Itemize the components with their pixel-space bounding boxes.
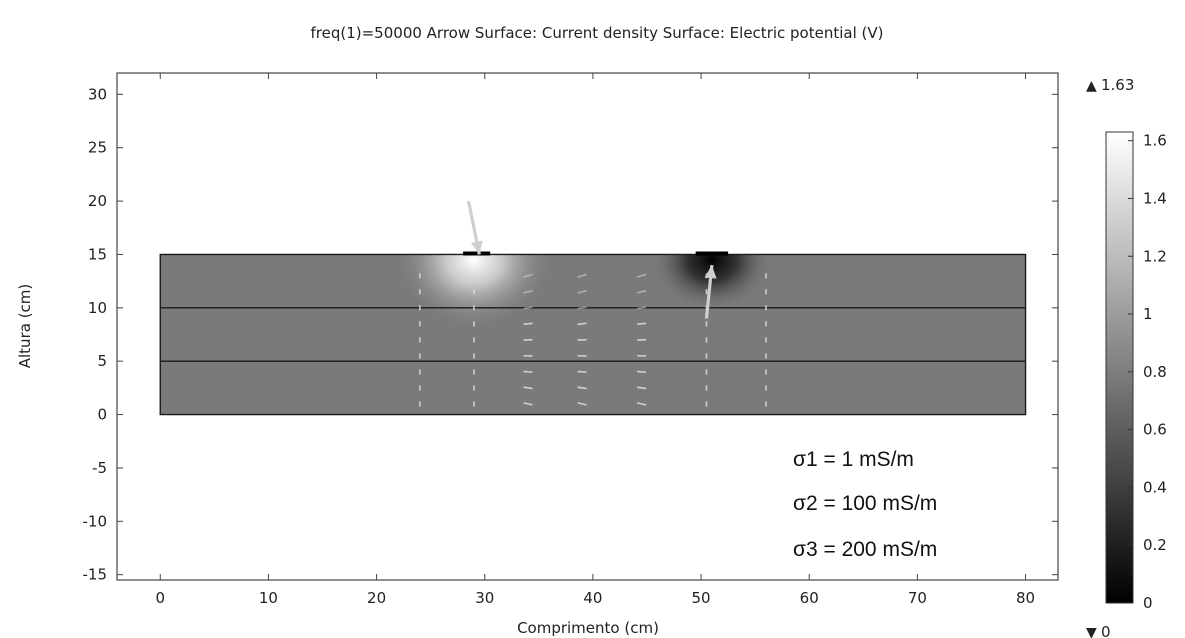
colorbar-min-marker: ▼ xyxy=(1086,625,1097,638)
field-arrow xyxy=(577,322,587,326)
annotation-sigma3: σ3 = 200 mS/m xyxy=(793,538,937,561)
field-arrow xyxy=(577,402,587,406)
colorbar-tick-label: 0.6 xyxy=(1143,421,1167,439)
colorbar-ticks: 1.6 1.4 1.2 1 0.8 0.6 0.4 0.2 0 xyxy=(1128,132,1167,612)
y-tick-label: 5 xyxy=(97,352,107,370)
field-arrow xyxy=(523,402,533,406)
colorbar-max-marker: ▲ xyxy=(1086,78,1097,94)
x-tick-label: 70 xyxy=(908,589,927,607)
y-tick-label: 0 xyxy=(97,406,107,424)
field-arrow xyxy=(523,306,533,310)
field-arrow xyxy=(523,273,533,278)
colorbar: ▲ 1.63 1.6 1.4 1.2 1 0.8 0.6 0.4 0.2 0 ▼ 0 xyxy=(1086,76,1167,638)
field-arrow xyxy=(636,306,647,310)
field-arrow xyxy=(523,370,533,374)
arrows-layer xyxy=(159,200,1027,416)
potential-background xyxy=(160,254,1026,415)
colorbar-tick-label: 0.8 xyxy=(1143,363,1167,381)
field-arrow xyxy=(577,386,587,390)
domain-outline xyxy=(159,253,1027,416)
colorbar-max-label: 1.63 xyxy=(1101,76,1134,94)
colorbar-gradient xyxy=(1105,131,1134,604)
x-tick-label: 60 xyxy=(800,589,819,607)
x-tick-label: 80 xyxy=(1016,589,1035,607)
y-tick-label: -10 xyxy=(83,512,108,530)
y-tick-label: 10 xyxy=(88,299,107,317)
low-potential-spot xyxy=(649,254,774,312)
plot-frame xyxy=(116,72,1059,581)
y-tick-label: -15 xyxy=(83,566,108,584)
x-tick-label: 30 xyxy=(475,589,494,607)
colorbar-tick-label: 1 xyxy=(1143,305,1153,323)
field-arrow xyxy=(523,289,533,294)
y-tick-label: 20 xyxy=(88,192,107,210)
y-axis-label: Altura (cm) xyxy=(16,284,34,369)
field-arrow xyxy=(523,386,533,390)
colorbar-tick-label: 0.2 xyxy=(1143,536,1167,554)
colorbar-tick-label: 0.4 xyxy=(1143,478,1167,496)
y-tick-label: 30 xyxy=(88,85,107,103)
x-tick-label: 10 xyxy=(259,589,278,607)
y-tick-label: 25 xyxy=(88,139,107,157)
colorbar-tick-label: 1.4 xyxy=(1143,189,1167,207)
field-arrow xyxy=(523,322,533,326)
field-arrow xyxy=(637,370,647,374)
x-tick-label: 0 xyxy=(155,589,165,607)
y-tick-label: 15 xyxy=(88,245,107,263)
field-arrow xyxy=(636,402,647,406)
x-axis-label: Comprimento (cm) xyxy=(517,619,659,637)
field-arrow xyxy=(577,370,587,374)
chart-title: freq(1)=50000 Arrow Surface: Current den… xyxy=(311,24,884,42)
colorbar-tick-label: 1.6 xyxy=(1143,132,1167,150)
main-arrow-1 xyxy=(704,264,717,319)
main-arrow-head xyxy=(470,240,483,255)
conductivity-annotations: σ1 = 1 mS/m σ2 = 100 mS/m σ3 = 200 mS/m xyxy=(793,448,937,561)
annotation-sigma2: σ2 = 100 mS/m xyxy=(793,492,937,515)
x-tick-label: 20 xyxy=(367,589,386,607)
colorbar-tick-label: 1.2 xyxy=(1143,247,1167,265)
field-arrow xyxy=(577,289,587,294)
field-arrow xyxy=(636,273,647,278)
annotation-sigma1: σ1 = 1 mS/m xyxy=(793,448,914,471)
colorbar-tick-label: 0 xyxy=(1143,594,1153,612)
domain-layer xyxy=(160,254,1026,415)
field-arrow xyxy=(636,386,647,390)
field-arrow xyxy=(577,273,587,278)
y-tick-label: -5 xyxy=(92,459,107,477)
field-arrow xyxy=(577,306,587,310)
main-arrow-0 xyxy=(466,200,483,255)
main-arrow-head xyxy=(704,265,717,279)
field-arrow xyxy=(636,322,647,326)
x-tick-label: 50 xyxy=(692,589,711,607)
field-arrow xyxy=(636,289,647,294)
colorbar-min-label: 0 xyxy=(1101,623,1111,638)
x-tick-label: 40 xyxy=(583,589,602,607)
